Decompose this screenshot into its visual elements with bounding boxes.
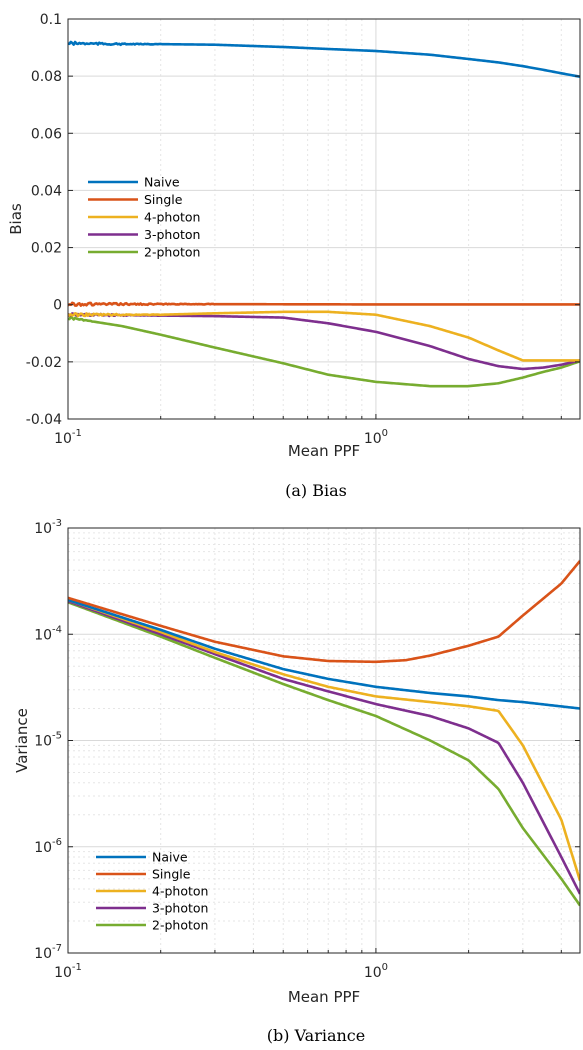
- y-tick-label: 0.04: [31, 183, 62, 199]
- y-tick-label: 10-5: [34, 731, 62, 750]
- variance-grid: [67, 528, 580, 954]
- legend-label-single: Single: [152, 867, 191, 882]
- x-tick-label: 100: [364, 962, 388, 981]
- variance-legend: Naive Single 4-photon 3-photon 2-photon: [96, 850, 208, 933]
- bias-ticks: -0.04 -0.02 0 0.02 0.04 0.06 0.08 0.1 10-1 100: [26, 12, 580, 447]
- variance-series: [68, 560, 580, 907]
- y-tick-label: 0.08: [31, 69, 62, 85]
- legend-label-naive: Naive: [144, 175, 180, 190]
- x-tick-label: 10-1: [54, 428, 82, 447]
- legend-label-single: Single: [144, 192, 183, 207]
- y-tick-label: 0.1: [40, 12, 62, 28]
- series-line-two-photon: [68, 315, 580, 388]
- series-line-single: [68, 301, 580, 307]
- bias-y-axis-label: Bias: [7, 203, 25, 235]
- series-line-two-photon: [68, 601, 580, 907]
- variance-y-axis-label: Variance: [13, 708, 31, 773]
- bias-series: [68, 40, 580, 388]
- y-tick-label: 0: [53, 298, 62, 314]
- bias-legend: Naive Single 4-photon 3-photon 2-photon: [88, 175, 200, 260]
- series-line-naive: [68, 598, 580, 710]
- y-tick-label: 0.06: [31, 126, 62, 142]
- y-tick-label: 10-6: [34, 837, 62, 856]
- series-line-single: [68, 560, 580, 664]
- legend-label-three-photon: 3-photon: [152, 901, 208, 916]
- y-tick-label: 10-7: [34, 943, 62, 962]
- variance-caption: (b) Variance: [267, 1026, 365, 1045]
- y-tick-label: -0.04: [26, 412, 62, 428]
- variance-panel: 10-7 10-6 10-5 10-4 10-3 10-1 100 Naive Single 4…: [13, 518, 581, 1045]
- bias-panel: -0.04 -0.02 0 0.02 0.04 0.06 0.08 0.1 10-1 100 Na…: [7, 12, 581, 500]
- y-tick-label: 10-3: [34, 518, 62, 537]
- variance-x-axis-label: Mean PPF: [288, 988, 360, 1006]
- y-tick-label: 10-4: [34, 624, 62, 643]
- series-line-four-photon: [68, 310, 580, 362]
- y-tick-label: -0.02: [26, 355, 62, 371]
- legend-label-three-photon: 3-photon: [144, 227, 200, 242]
- legend-label-naive: Naive: [152, 850, 188, 865]
- series-line-three-photon: [68, 599, 580, 895]
- bias-caption: (a) Bias: [285, 481, 347, 500]
- x-tick-label: 100: [364, 428, 388, 447]
- x-tick-label: 10-1: [54, 962, 82, 981]
- y-tick-label: 0.02: [31, 241, 62, 257]
- series-line-naive: [68, 40, 580, 78]
- legend-label-two-photon: 2-photon: [144, 245, 200, 260]
- series-line-four-photon: [68, 598, 580, 882]
- bias-x-axis-label: Mean PPF: [288, 442, 360, 460]
- legend-label-two-photon: 2-photon: [152, 918, 208, 933]
- legend-label-four-photon: 4-photon: [152, 884, 208, 899]
- legend-label-four-photon: 4-photon: [144, 210, 200, 225]
- variance-ticks: 10-7 10-6 10-5 10-4 10-3 10-1 100: [34, 518, 580, 981]
- bias-plot-frame: [67, 18, 581, 420]
- series-line-three-photon: [68, 312, 580, 371]
